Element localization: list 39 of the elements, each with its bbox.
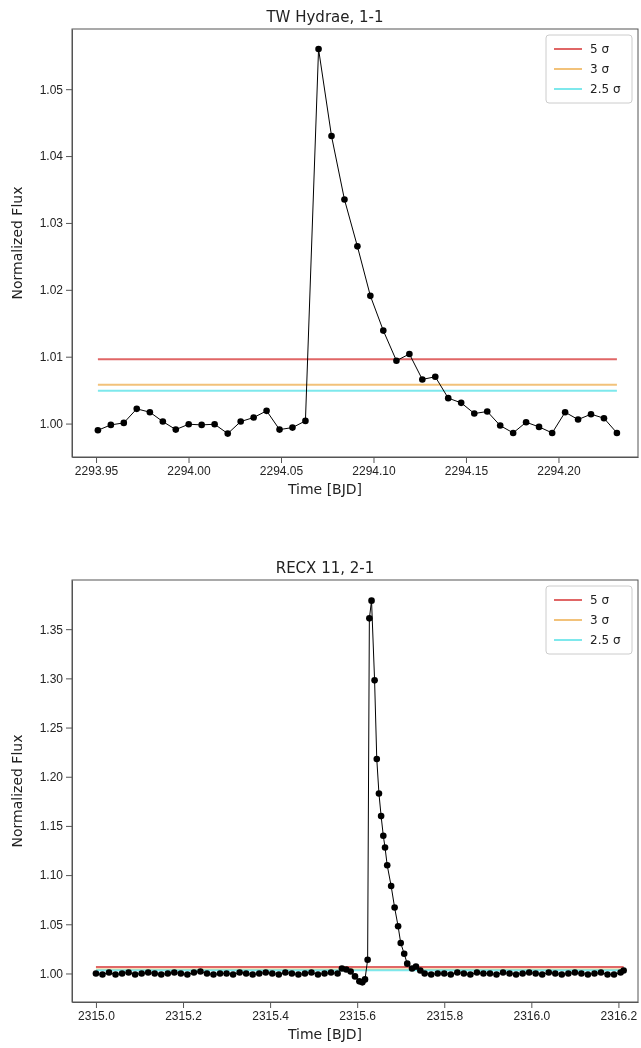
chart-title: RECX 11, 2-1: [275, 559, 375, 577]
x-tick-label: 2294.00: [167, 463, 212, 478]
y-tick-label: 1.02: [39, 283, 64, 298]
y-tick-label: 1.35: [39, 622, 64, 637]
legend-label: 5 σ: [590, 42, 610, 56]
x-tick-label: 2316.0: [513, 1008, 551, 1023]
legend-label: 3 σ: [590, 62, 610, 76]
y-tick-label: 1.01: [39, 350, 64, 365]
x-axis-title: Time [BJD]: [286, 481, 363, 497]
y-tick-label: 1.10: [39, 868, 64, 883]
legend-label: 3 σ: [590, 613, 610, 627]
x-tick-label: 2293.95: [74, 463, 119, 478]
x-tick-label: 2316.2: [600, 1008, 638, 1023]
x-tick-label: 2294.10: [352, 463, 396, 478]
legend-label: 5 σ: [590, 593, 610, 607]
y-tick-label: 1.15: [39, 819, 64, 834]
y-axis-title: Normalized Flux: [9, 734, 25, 848]
chart-title: TW Hydrae, 1-1: [265, 8, 384, 26]
x-tick-label: 2294.05: [259, 463, 304, 478]
x-axis-title: Time [BJD]: [286, 1026, 363, 1042]
y-tick-label: 1.20: [39, 770, 64, 785]
x-tick-label: 2294.20: [537, 463, 581, 478]
y-tick-label: 1.05: [39, 917, 64, 932]
x-tick-label: 2315.4: [252, 1008, 290, 1023]
y-tick-label: 1.03: [39, 216, 64, 231]
x-tick-label: 2294.15: [444, 463, 489, 478]
y-tick-label: 1.25: [39, 720, 64, 735]
y-tick-label: 1.00: [39, 416, 64, 431]
y-axis-title: Normalized Flux: [9, 186, 25, 300]
y-tick-label: 1.04: [39, 149, 64, 164]
y-tick-label: 1.30: [39, 671, 64, 686]
x-tick-label: 2315.0: [78, 1008, 116, 1023]
x-tick-label: 2315.8: [426, 1008, 464, 1023]
x-tick-label: 2315.6: [339, 1008, 377, 1023]
y-tick-label: 1.05: [39, 82, 64, 97]
legend-label: 2.5 σ: [590, 633, 621, 647]
legend-label: 2.5 σ: [590, 82, 621, 96]
y-tick-label: 1.00: [39, 966, 64, 981]
x-tick-label: 2315.2: [165, 1008, 203, 1023]
